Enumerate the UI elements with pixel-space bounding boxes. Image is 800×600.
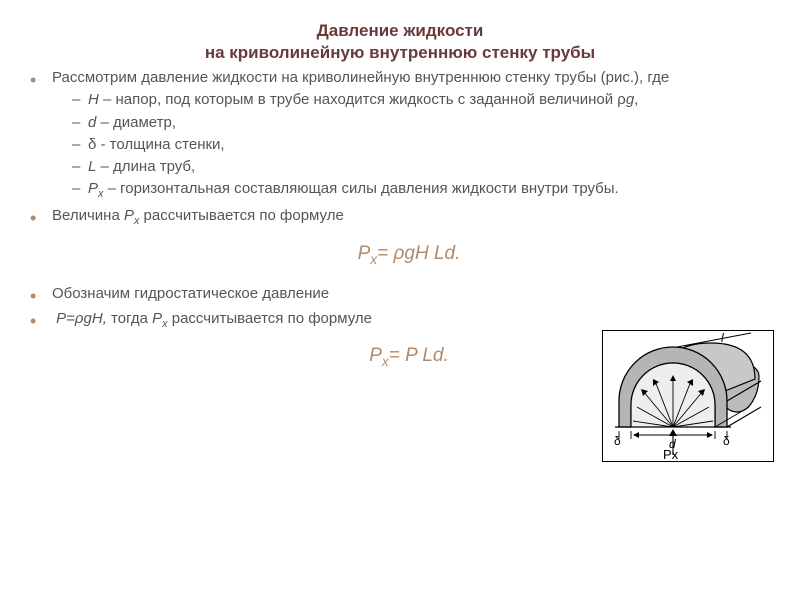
def-d: d – диаметр, [74,113,780,133]
para-px-formula-intro: Величина Px рассчитывается по формуле [38,206,780,229]
title-line-2: на криволинейную внутреннюю стенку трубы [205,43,595,62]
label-px: Pх [663,447,679,461]
para-hydrostatic: Обозначим гидростатическое давление [38,284,780,304]
para-p-formula-intro: P=ρgH, тогда Px рассчитывается по формул… [38,309,780,332]
pipe-diagram: l d Pх δ δ [602,330,774,462]
def-H: H – напор, под которым в трубе находится… [74,90,780,110]
para-intro-text: Рассмотрим давление жидкости на криволин… [52,69,669,86]
title-line-1: Давление жидкости [317,21,484,40]
label-delta-left: δ [614,434,621,448]
label-delta-right: δ [723,434,730,448]
def-Px: Px – горизонтальная составляющая силы да… [74,179,780,202]
label-l: l [721,331,724,345]
para-intro: Рассмотрим давление жидкости на криволин… [38,68,780,202]
def-delta: δ - толщина стенки, [74,135,780,155]
def-L: L – длина труб, [74,157,780,177]
formula-1: Px= ρgH Ld. [38,243,780,267]
